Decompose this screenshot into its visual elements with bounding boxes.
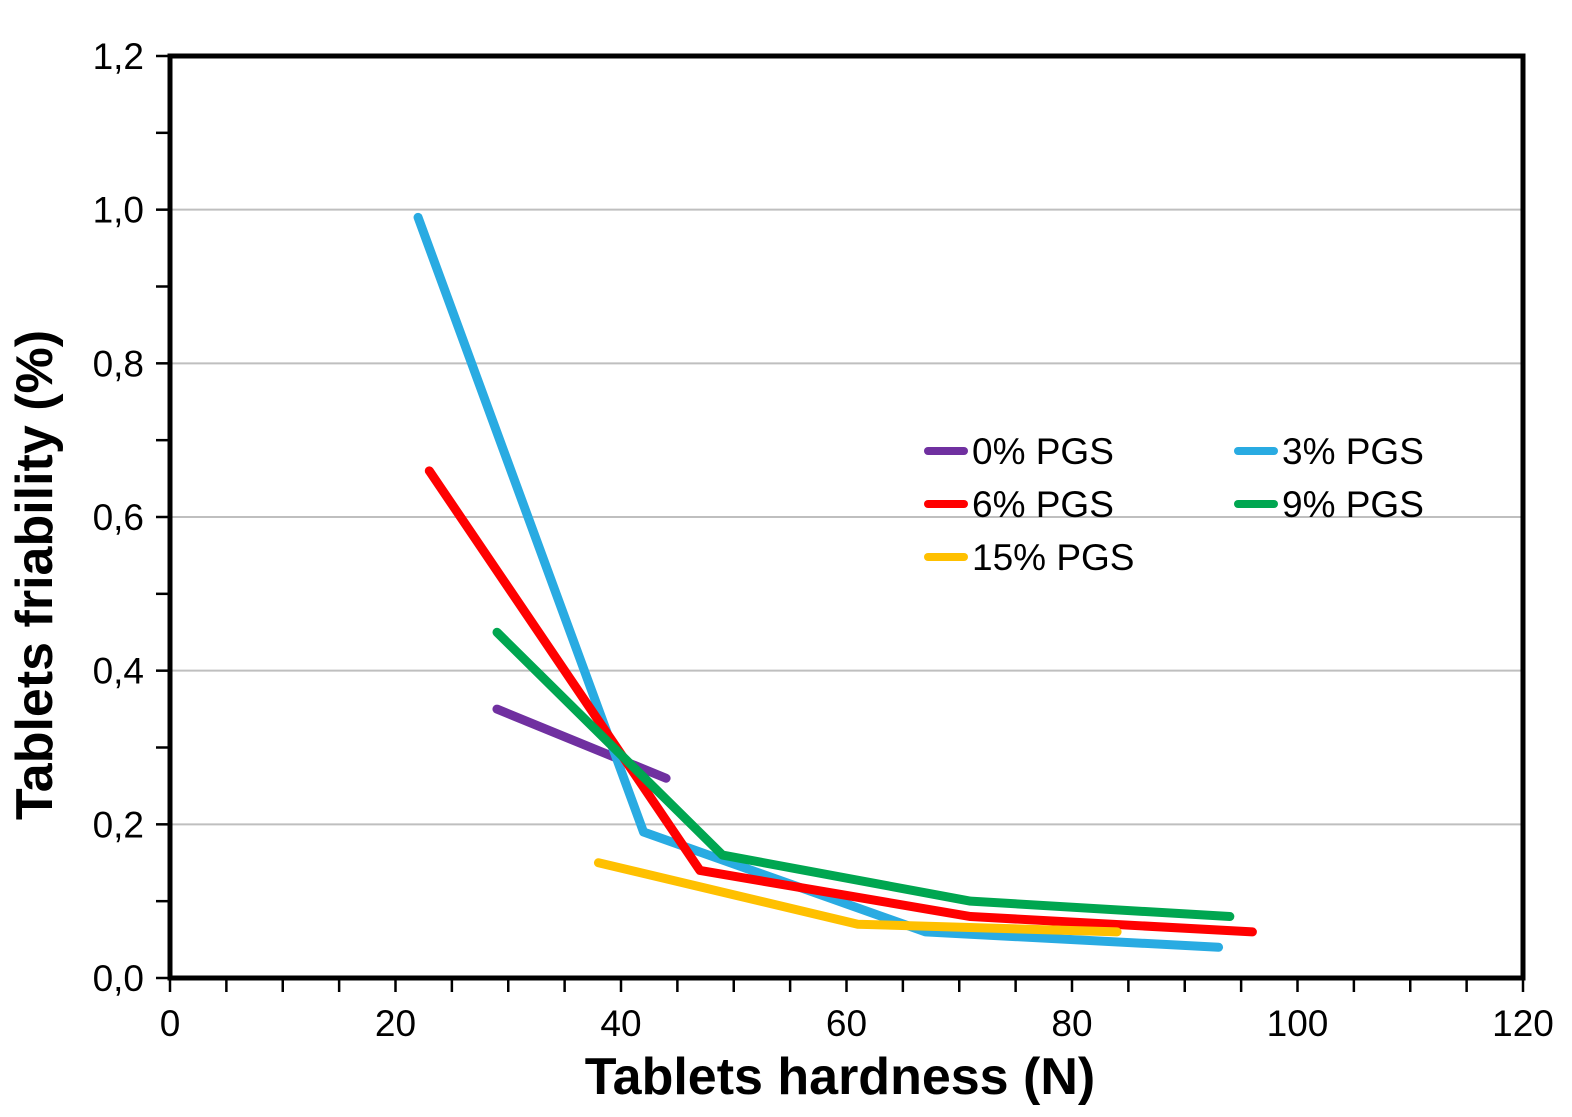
y-axis-tick-label: 0,0 bbox=[93, 958, 144, 999]
series-line-6-pgs bbox=[424, 466, 1257, 937]
legend-label: 15% PGS bbox=[972, 537, 1134, 578]
y-axis-tick-label: 0,6 bbox=[93, 497, 144, 538]
series-line-9-pgs bbox=[492, 627, 1235, 922]
legend-item: 15% PGS bbox=[924, 537, 1134, 578]
x-axis-tick-label: 20 bbox=[375, 1003, 416, 1044]
plot-border bbox=[167, 53, 1526, 981]
legend-item: 6% PGS bbox=[924, 484, 1114, 525]
legend-item: 0% PGS bbox=[924, 431, 1114, 472]
x-axis-tick-label: 0 bbox=[160, 1003, 181, 1044]
legend-item: 3% PGS bbox=[1234, 431, 1424, 472]
x-axis-tick-label: 120 bbox=[1492, 1003, 1554, 1044]
x-axis-title: Tablets hardness (N) bbox=[585, 1048, 1095, 1106]
y-axis-tick-label: 1,2 bbox=[93, 36, 144, 77]
gridlines bbox=[170, 208, 1523, 826]
x-axis-tick-label: 40 bbox=[600, 1003, 641, 1044]
legend-label: 0% PGS bbox=[972, 431, 1114, 472]
x-axis-tick-label: 80 bbox=[1051, 1003, 1092, 1044]
legend-label: 6% PGS bbox=[972, 484, 1114, 525]
y-axis-tick-label: 0,2 bbox=[93, 804, 144, 845]
y-axis-tick-label: 0,8 bbox=[93, 343, 144, 384]
axis-labels: Tablets hardness (N) Tablets friability … bbox=[6, 36, 1554, 1106]
x-axis-tick-label: 100 bbox=[1267, 1003, 1329, 1044]
y-axis-tick-label: 1,0 bbox=[93, 190, 144, 231]
series-line-3-pgs bbox=[413, 212, 1224, 952]
legend: 0% PGS 3% PGS 6% PGS 9% PGS 15% PGS bbox=[924, 431, 1424, 578]
data-series bbox=[413, 212, 1257, 952]
legend-item: 9% PGS bbox=[1234, 484, 1424, 525]
y-axis-title: Tablets friability (%) bbox=[6, 330, 64, 820]
series-line-15-pgs bbox=[593, 858, 1122, 937]
legend-label: 9% PGS bbox=[1282, 484, 1424, 525]
legend-label: 3% PGS bbox=[1282, 431, 1424, 472]
y-axis-tick-label: 0,4 bbox=[93, 651, 144, 692]
x-axis-tick-label: 60 bbox=[826, 1003, 867, 1044]
plot-border-box bbox=[167, 53, 1526, 981]
